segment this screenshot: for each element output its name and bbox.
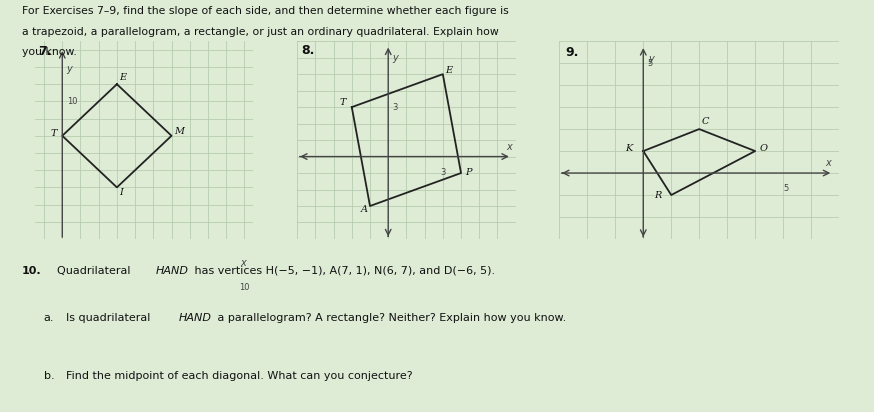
Text: Find the midpoint of each diagonal. What can you conjecture?: Find the midpoint of each diagonal. What… [66,371,413,381]
Text: y: y [66,64,72,75]
Text: P: P [465,168,471,177]
Text: 5: 5 [783,184,788,193]
Text: O: O [760,144,767,153]
Text: HAND: HAND [156,266,189,276]
Text: T: T [339,98,345,108]
Text: a trapezoid, a parallelogram, a rectangle, or just an ordinary quadrilateral. Ex: a trapezoid, a parallelogram, a rectangl… [22,27,498,37]
Text: I: I [120,188,123,197]
Text: 9.: 9. [565,46,579,59]
Text: has vertices H(−5, −1), A(7, 1), N(6, 7), and D(−6, 5).: has vertices H(−5, −1), A(7, 1), N(6, 7)… [191,266,495,276]
Text: you know.: you know. [22,47,77,57]
Text: 3: 3 [440,168,446,177]
Text: C: C [702,117,710,126]
Text: y: y [392,53,398,63]
Text: 3: 3 [392,103,397,112]
Text: A: A [361,205,368,214]
Text: R: R [655,191,662,200]
Text: b.: b. [44,371,54,381]
Text: y: y [649,54,654,64]
Text: a parallelogram? A rectangle? Neither? Explain how you know.: a parallelogram? A rectangle? Neither? E… [214,313,566,323]
Text: x: x [240,258,246,268]
Text: 10: 10 [66,97,77,106]
Text: T: T [51,129,57,138]
Text: x: x [507,142,512,152]
Text: E: E [446,66,453,75]
Text: 5: 5 [648,59,653,68]
Text: 7.: 7. [38,44,52,58]
Text: E: E [120,73,127,82]
Text: M: M [174,127,184,136]
Text: x: x [825,158,831,168]
Text: a.: a. [44,313,54,323]
Text: HAND: HAND [179,313,212,323]
Text: 10.: 10. [22,266,41,276]
Text: Quadrilateral: Quadrilateral [57,266,134,276]
Text: K: K [625,144,632,153]
Text: For Exercises 7–9, find the slope of each side, and then determine whether each : For Exercises 7–9, find the slope of eac… [22,6,509,16]
Text: 8.: 8. [301,44,314,58]
Text: 10: 10 [239,283,250,292]
Text: Is quadrilateral: Is quadrilateral [66,313,154,323]
